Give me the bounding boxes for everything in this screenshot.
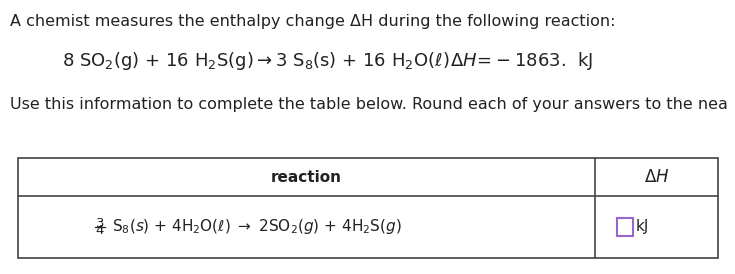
Text: reaction: reaction bbox=[271, 170, 342, 184]
Bar bbox=[617, 218, 633, 236]
Text: 4: 4 bbox=[96, 224, 104, 237]
Text: 8 SO$_2$(g) + 16 H$_2$S(g)$\rightarrow$3 S$_8$(s) + 16 H$_2$O($\ell$): 8 SO$_2$(g) + 16 H$_2$S(g)$\rightarrow$3… bbox=[62, 50, 450, 72]
Text: 3: 3 bbox=[96, 217, 104, 230]
Text: A chemist measures the enthalpy change ΔH during the following reaction:: A chemist measures the enthalpy change Δ… bbox=[10, 14, 615, 29]
Text: kJ: kJ bbox=[636, 219, 650, 235]
Text: $\Delta H\!=\!-$1863.  kJ: $\Delta H\!=\!-$1863. kJ bbox=[450, 50, 593, 72]
Text: Use this information to complete the table below. Round each of your answers to : Use this information to complete the tab… bbox=[10, 97, 728, 112]
Text: $\Delta H$: $\Delta H$ bbox=[644, 168, 670, 186]
Bar bbox=[18, 158, 718, 258]
Text: S$_8$($s$) + 4H$_2$O($\ell$) $\rightarrow$ 2SO$_2$($g$) + 4H$_2$S($g$): S$_8$($s$) + 4H$_2$O($\ell$) $\rightarro… bbox=[112, 218, 402, 236]
